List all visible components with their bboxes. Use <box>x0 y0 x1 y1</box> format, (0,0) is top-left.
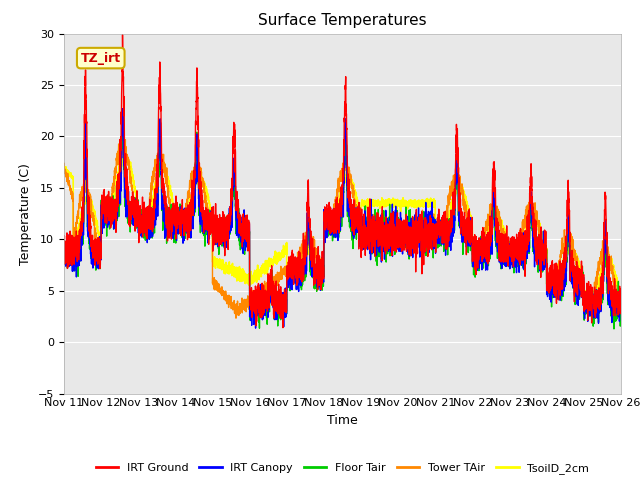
Legend: IRT Ground, IRT Canopy, Floor Tair, Tower TAir, TsoilD_2cm: IRT Ground, IRT Canopy, Floor Tair, Towe… <box>91 458 594 478</box>
X-axis label: Time: Time <box>327 414 358 427</box>
Title: Surface Temperatures: Surface Temperatures <box>258 13 427 28</box>
Y-axis label: Temperature (C): Temperature (C) <box>19 163 33 264</box>
Text: TZ_irt: TZ_irt <box>81 51 121 65</box>
